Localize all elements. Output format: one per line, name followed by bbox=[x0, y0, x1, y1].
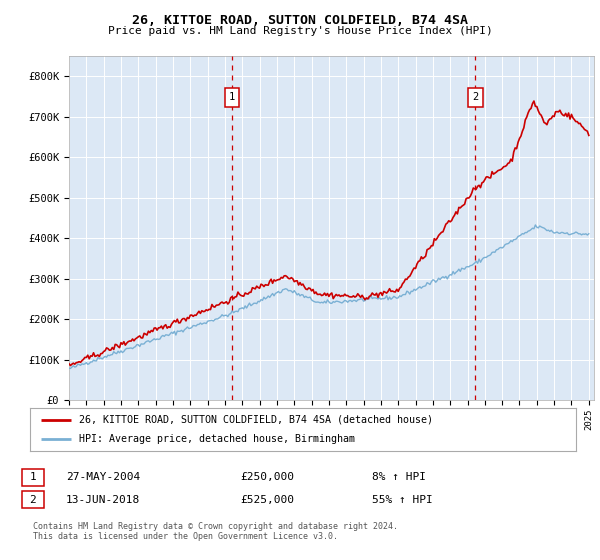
Text: 2: 2 bbox=[472, 92, 478, 102]
Text: 1: 1 bbox=[29, 472, 37, 482]
Text: 26, KITTOE ROAD, SUTTON COLDFIELD, B74 4SA: 26, KITTOE ROAD, SUTTON COLDFIELD, B74 4… bbox=[132, 14, 468, 27]
Text: HPI: Average price, detached house, Birmingham: HPI: Average price, detached house, Birm… bbox=[79, 435, 355, 444]
FancyBboxPatch shape bbox=[468, 88, 482, 107]
Text: £525,000: £525,000 bbox=[240, 494, 294, 505]
Text: Price paid vs. HM Land Registry's House Price Index (HPI): Price paid vs. HM Land Registry's House … bbox=[107, 26, 493, 36]
Text: 2: 2 bbox=[29, 494, 37, 505]
Text: 13-JUN-2018: 13-JUN-2018 bbox=[66, 494, 140, 505]
Text: 8% ↑ HPI: 8% ↑ HPI bbox=[372, 472, 426, 482]
Text: 27-MAY-2004: 27-MAY-2004 bbox=[66, 472, 140, 482]
Text: Contains HM Land Registry data © Crown copyright and database right 2024.
This d: Contains HM Land Registry data © Crown c… bbox=[33, 522, 398, 542]
Text: 1: 1 bbox=[229, 92, 235, 102]
Text: £250,000: £250,000 bbox=[240, 472, 294, 482]
Text: 55% ↑ HPI: 55% ↑ HPI bbox=[372, 494, 433, 505]
FancyBboxPatch shape bbox=[224, 88, 239, 107]
Text: 26, KITTOE ROAD, SUTTON COLDFIELD, B74 4SA (detached house): 26, KITTOE ROAD, SUTTON COLDFIELD, B74 4… bbox=[79, 415, 433, 424]
